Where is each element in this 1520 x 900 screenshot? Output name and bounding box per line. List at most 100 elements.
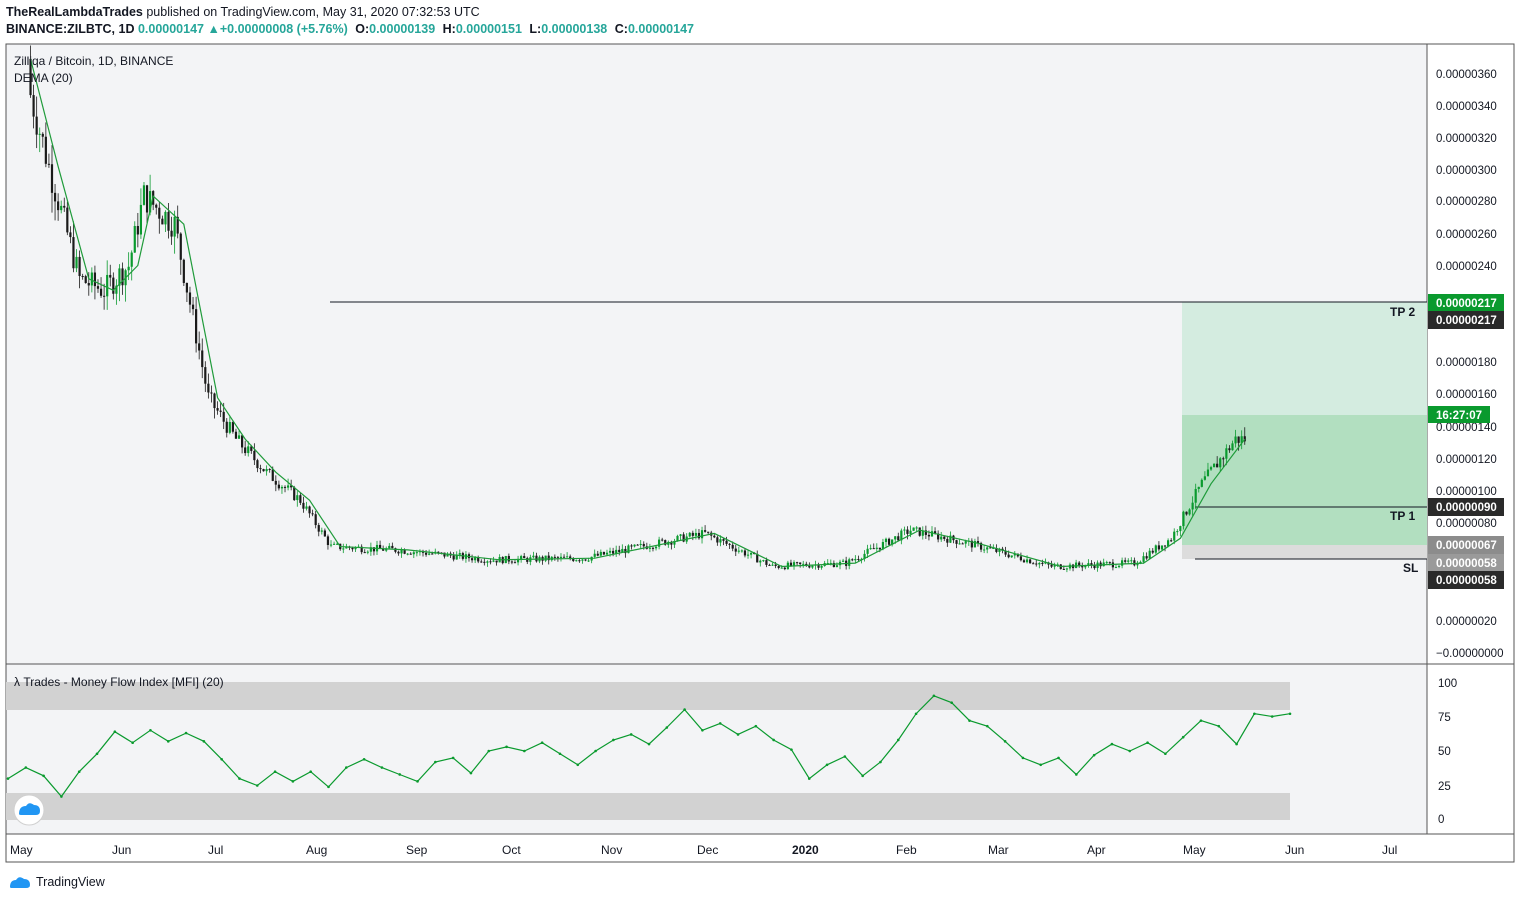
candle-up: [280, 486, 284, 489]
mfi-point: [1003, 740, 1007, 743]
candle-down: [612, 550, 615, 554]
candle-up: [1209, 467, 1213, 470]
candle-up: [412, 552, 415, 555]
time-axis[interactable]: [5, 833, 1515, 863]
candle-up: [400, 549, 403, 554]
tradingview-brand[interactable]: TradingView: [8, 874, 105, 890]
candle-down: [253, 450, 256, 461]
mfi-point: [451, 756, 455, 760]
candle-down: [274, 480, 277, 485]
mfi-point: [683, 708, 686, 711]
mfi-point: [1039, 763, 1043, 767]
mfi-overbought-band: [6, 682, 1290, 710]
candle-down: [182, 259, 185, 283]
mfi-point: [861, 774, 864, 778]
y-tick: 0.00000260: [1436, 229, 1497, 241]
mfi-point: [629, 733, 633, 736]
candle-down: [96, 286, 100, 289]
candle-down: [768, 564, 771, 566]
mfi-point: [77, 770, 81, 773]
y-tick: 0.00000020: [1436, 616, 1497, 628]
candle-down: [391, 545, 394, 549]
candle-down: [697, 532, 701, 539]
candle-down: [553, 556, 556, 558]
candle-down: [1243, 436, 1246, 442]
symbol-label: BINANCE:ZILBTC, 1D: [6, 22, 135, 36]
countdown-badge: [1428, 406, 1490, 423]
y-tick: 0.00000120: [1436, 454, 1497, 466]
candle-up: [1194, 488, 1197, 503]
candle-down: [216, 408, 219, 411]
candle-up: [1191, 502, 1194, 510]
candle-up: [139, 204, 143, 235]
mfi-axis[interactable]: [1426, 663, 1515, 835]
x-tick: Jun: [112, 843, 131, 857]
candle-down: [158, 207, 161, 219]
candle-down: [927, 534, 931, 537]
candle-down: [250, 446, 253, 451]
candle-up: [615, 549, 618, 554]
mfi-point: [362, 757, 366, 761]
candle-up: [762, 560, 765, 562]
x-tick: 2020: [792, 843, 819, 857]
candle-down: [308, 506, 311, 514]
candle-up: [566, 556, 569, 558]
candle-down: [777, 566, 780, 568]
candle-up: [921, 530, 924, 536]
candle-down: [1133, 560, 1136, 566]
mfi-point: [505, 745, 508, 749]
candle-down: [161, 218, 164, 225]
candle-down: [1032, 563, 1035, 565]
candle-up: [627, 545, 630, 554]
mfi-point: [879, 760, 882, 764]
candle-down: [259, 468, 262, 470]
candle-down: [397, 551, 400, 554]
x-tick: Sep: [406, 843, 428, 857]
candle-up: [826, 562, 829, 564]
candle-up: [544, 555, 547, 561]
candle-up: [964, 541, 967, 544]
tp1-price-text: 0.00000090: [1436, 502, 1497, 514]
candle-up: [127, 266, 130, 271]
candle-up: [740, 550, 743, 552]
candle-down: [213, 393, 216, 409]
candle-down: [1090, 563, 1093, 565]
candle-down: [323, 530, 326, 537]
mfi-point: [184, 731, 188, 735]
y-tick: 0.00000100: [1436, 486, 1497, 498]
author-name[interactable]: TheRealLambdaTrades: [6, 5, 143, 19]
candle-up: [593, 553, 596, 557]
candle-up: [676, 535, 679, 541]
candle-down: [403, 549, 406, 554]
candle-down: [363, 552, 366, 554]
candle-down: [703, 530, 707, 532]
candle-down: [204, 367, 207, 384]
candle-up: [599, 551, 602, 556]
candle-up: [247, 446, 250, 454]
sl-price-badge-gray: [1428, 554, 1504, 571]
mfi-point: [647, 742, 651, 746]
target-zone-lower: [1182, 415, 1427, 545]
candle-down: [225, 421, 228, 433]
candle-down: [299, 495, 302, 503]
candle-down: [44, 136, 47, 164]
candle-down: [878, 547, 881, 550]
mfi-point: [1057, 756, 1060, 760]
mfi-point: [380, 766, 384, 769]
candle-down: [437, 551, 440, 553]
candle-down: [191, 304, 195, 310]
candle-down: [584, 559, 587, 561]
mfi-point: [1092, 753, 1096, 757]
candle-up: [1203, 476, 1206, 480]
mfi-point: [60, 795, 63, 798]
candle-up: [915, 527, 918, 529]
candle-down: [535, 555, 538, 562]
x-tick: Jun: [1285, 843, 1304, 857]
candle-up: [332, 543, 336, 545]
candle-down: [170, 230, 173, 237]
candle-up: [829, 562, 832, 564]
candle-down: [976, 541, 980, 543]
mfi-oversold-band: [6, 793, 1290, 820]
candle-up: [998, 548, 1001, 552]
